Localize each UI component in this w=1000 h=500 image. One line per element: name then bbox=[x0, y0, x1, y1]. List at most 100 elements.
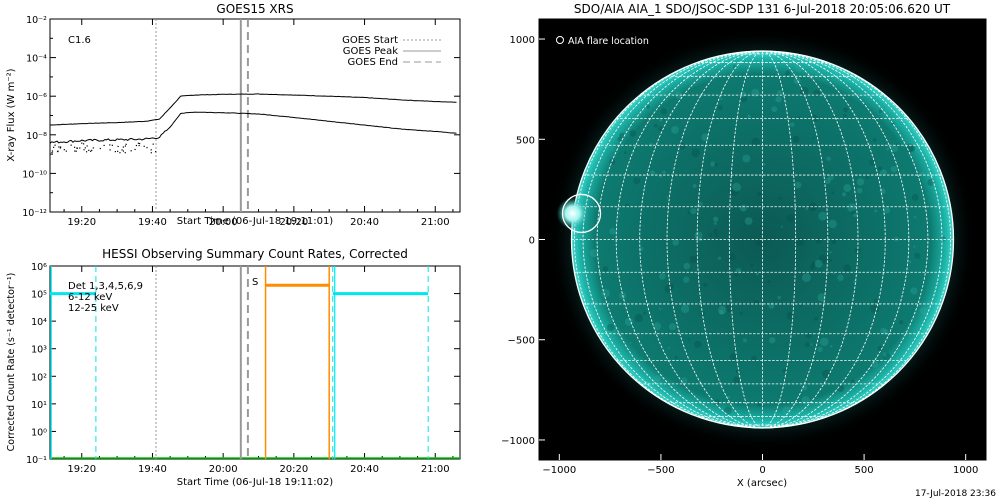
goes-x-tick-label: 20:40 bbox=[350, 217, 379, 228]
solar-texture-spot bbox=[718, 305, 727, 315]
solar-texture-spot bbox=[683, 262, 691, 270]
goes-y-tick-label: 10⁻¹⁰ bbox=[22, 169, 47, 180]
flare-location-circle bbox=[561, 193, 602, 234]
solar-texture-spot bbox=[850, 209, 856, 215]
solar-texture-spot bbox=[852, 212, 857, 217]
goes-x-tick-label: 21:00 bbox=[421, 217, 450, 228]
solar-texture-spot bbox=[617, 136, 622, 142]
goes-x-axis-label: Start Time (06-Jul-18 19:11:01) bbox=[177, 216, 334, 227]
solar-texture-spot bbox=[843, 184, 852, 193]
solar-texture-spot bbox=[904, 143, 914, 153]
hessi-y-tick-label: 10⁴ bbox=[31, 317, 47, 328]
solar-texture-spot bbox=[755, 272, 759, 276]
goes-low-channel-point bbox=[86, 145, 88, 147]
solar-texture-spot bbox=[692, 184, 697, 188]
solar-texture-spot bbox=[886, 147, 890, 151]
solar-texture-spot bbox=[714, 162, 718, 167]
solar-texture-spot bbox=[618, 212, 621, 215]
grid-longitude-line bbox=[666, 50, 763, 429]
solar-texture-spot bbox=[814, 316, 818, 321]
solar-texture-spot bbox=[817, 293, 826, 302]
grid-longitude-line bbox=[639, 50, 763, 429]
solar-texture-spot bbox=[895, 143, 899, 147]
goes-low-channel-point bbox=[125, 143, 127, 145]
solar-texture-spot bbox=[687, 337, 691, 341]
solar-texture-spot bbox=[742, 154, 751, 163]
goes-low-channel-point bbox=[76, 147, 78, 149]
goes-low-channel-point bbox=[155, 151, 157, 153]
grid-longitude-line bbox=[582, 50, 763, 429]
goes-high-channel-line bbox=[50, 93, 457, 126]
goes-low-channel-point bbox=[138, 144, 140, 147]
solar-texture-spot bbox=[843, 107, 848, 113]
goes-y-tick-label: 10⁻⁶ bbox=[26, 92, 47, 103]
solar-texture-spot bbox=[730, 188, 739, 196]
goes-low-channel-point bbox=[88, 149, 90, 151]
solar-texture-spot bbox=[744, 217, 753, 225]
solar-texture-spot bbox=[804, 342, 810, 348]
solar-texture-spot bbox=[815, 238, 822, 244]
hessi-axis-ticks: 19:20 19:40 20:00 20:20 20:40 21:00 10⁶ 10⁵ 10⁴ 1… bbox=[26, 262, 460, 475]
solar-texture-spot bbox=[674, 91, 683, 99]
solar-texture-spot bbox=[751, 355, 757, 362]
solar-texture-spot bbox=[660, 108, 668, 115]
grid-longitude-line bbox=[762, 50, 943, 429]
goes-low-channel-point bbox=[81, 142, 83, 144]
solar-texture-spot bbox=[606, 323, 615, 332]
solar-texture-spot bbox=[811, 115, 819, 122]
goes-low-channel-point bbox=[79, 147, 81, 149]
goes-low-channel-point bbox=[109, 144, 111, 146]
solar-texture-spot bbox=[882, 352, 891, 361]
solar-texture-spot bbox=[801, 396, 810, 405]
goes-low-channel-point bbox=[99, 147, 101, 150]
goes-legend: GOES Start GOES Peak GOES End bbox=[342, 35, 441, 68]
solar-texture-spot bbox=[732, 182, 741, 192]
goes-low-channel-point bbox=[124, 152, 126, 154]
solar-texture-spot bbox=[729, 353, 737, 361]
goes-low-channel-point bbox=[150, 152, 152, 154]
goes-low-channel-point bbox=[152, 143, 154, 145]
solar-texture-spot bbox=[856, 187, 863, 194]
goes-low-channel-point bbox=[73, 146, 76, 148]
goes-low-channel-point bbox=[90, 150, 92, 152]
solar-texture-spot bbox=[828, 174, 834, 181]
solar-texture-spot bbox=[717, 256, 722, 260]
solar-texture-spot bbox=[880, 169, 887, 177]
solar-texture-spot bbox=[793, 77, 801, 85]
solar-texture-spot bbox=[843, 264, 852, 273]
solar-texture-spot bbox=[694, 231, 703, 240]
solar-texture-spot bbox=[910, 287, 918, 295]
solar-texture-spot bbox=[667, 347, 670, 350]
grid-longitude-line bbox=[762, 50, 859, 429]
goes-low-channel-point bbox=[122, 150, 125, 152]
solar-texture-spot bbox=[658, 118, 663, 122]
solar-texture-spot bbox=[710, 161, 716, 167]
solar-texture-spot bbox=[870, 304, 880, 314]
solar-texture-spot bbox=[883, 207, 891, 214]
solar-texture-spot bbox=[734, 271, 740, 277]
solar-texture-spot bbox=[777, 89, 783, 96]
hessi-legend: Det 1,3,4,5,6,9 6-12 keV 12-25 keV S bbox=[68, 277, 258, 314]
solar-texture-spot bbox=[703, 282, 708, 288]
goes-title: GOES15 XRS bbox=[216, 2, 293, 16]
goes-low-channel-point bbox=[114, 151, 116, 153]
solar-texture-spot bbox=[771, 106, 778, 113]
solar-texture-spot bbox=[775, 96, 782, 103]
hessi-x-tick-label: 19:20 bbox=[67, 464, 96, 475]
goes-low-channel-point bbox=[59, 147, 61, 149]
solar-texture-spot bbox=[812, 137, 815, 140]
goes-y-tick-label: 10⁻¹² bbox=[22, 208, 47, 219]
solar-texture-spot bbox=[856, 178, 865, 186]
grid-longitude-line bbox=[762, 50, 886, 429]
goes-low-channel-point bbox=[146, 147, 148, 149]
goes-low-channel-point bbox=[51, 151, 53, 154]
solar-texture-spot bbox=[713, 221, 717, 225]
solar-texture-spot bbox=[911, 193, 919, 201]
goes-low-channel-point bbox=[53, 146, 55, 148]
solar-texture-spot bbox=[878, 109, 883, 114]
goes-plot-frame bbox=[49, 18, 461, 213]
solar-texture-spot bbox=[735, 369, 741, 375]
goes-low-channel-point bbox=[150, 149, 152, 151]
aia-title: SDO/AIA AIA_1 SDO/JSOC-SDP 131 6-Jul-201… bbox=[574, 2, 951, 16]
goes-low-channel-point bbox=[54, 144, 56, 146]
